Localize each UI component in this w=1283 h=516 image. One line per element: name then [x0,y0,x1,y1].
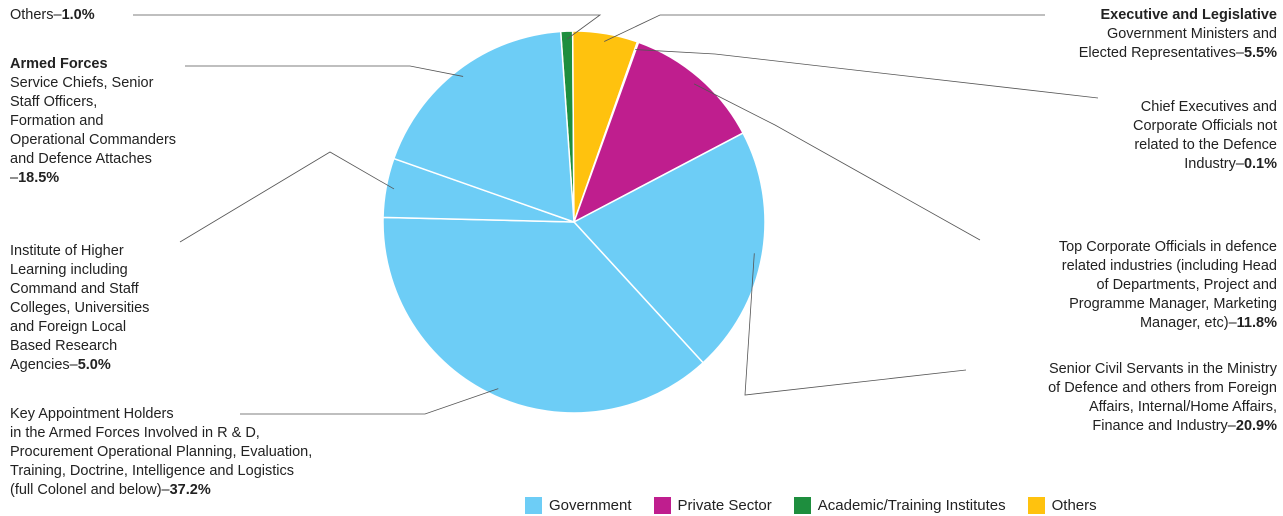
slice-label-line: –18.5% [10,170,60,186]
slice-label-line: Procurement Operational Planning, Evalua… [10,444,313,460]
slice-label-line: of Departments, Project and [1096,277,1277,293]
pie-slice [392,30,575,224]
slice-label-line: Learning including [10,262,128,278]
leader-line [133,14,602,40]
legend-item: Academic/Training Institutes [793,497,1006,514]
slice-label-line: Industry–0.1% [1184,156,1277,172]
legend-label: Government [549,497,632,514]
slice-label-line: Elected Representatives–5.5% [1078,45,1277,61]
slice-label-line: Key Appointment Holders [10,406,174,422]
slice-value: 0.1% [1243,156,1277,172]
slice-label-line: Service Chiefs, Senior [10,75,154,91]
slice-label-line: Agencies–5.0% [10,357,111,373]
legend-label: Private Sector [677,497,772,514]
pie-slice [572,132,766,364]
legend-item: Private Sector [653,497,772,514]
slice-label-line: Institute of Higher [10,243,124,259]
slice-label-line: Operational Commanders [10,132,177,148]
leader-line [693,83,981,241]
slice-label: Institute of Higher Learning including Com… [10,242,149,375]
legend-swatch [1027,497,1045,514]
leader-line [240,388,499,415]
legend: Government Private Sector Academic/Trainin… [525,497,1119,514]
slice-label: Executive and Legislative Government Mini… [1079,6,1277,63]
pie-slice [382,216,705,414]
slice-label-line: Staff Officers, [10,94,98,110]
slice-label-line: Formation and [10,113,104,129]
leader-line [604,14,1045,42]
slice-label-line: Affairs, Internal/Home Affairs, [1088,399,1277,415]
legend-label: Others [1051,497,1097,514]
slice-label-line: Government Ministers and [1106,26,1277,42]
slice-label: Others–1.0% [10,6,95,25]
leader-line [179,151,395,243]
legend-swatch [653,497,671,514]
slice-label-line: (full Colonel and below)–37.2% [10,482,211,498]
slice-label-line: Top Corporate Officials in defence [1058,239,1277,255]
slice-label-line: Others–1.0% [10,7,95,23]
slice-label-line: Manager, etc)–11.8% [1139,315,1277,331]
slice-label-line: Chief Executives and [1140,99,1277,115]
slice-label-line: Senior Civil Servants in the Ministry [1048,361,1277,377]
leader-line [635,49,1099,99]
slice-value: 5.0% [77,357,111,373]
slice-label-line: related industries (including Head [1061,258,1277,274]
slice-value: 37.2% [169,482,211,498]
slice-label-heading: Executive and Legislative [1100,7,1278,23]
legend-swatch [793,497,811,514]
slice-value: 18.5% [18,170,60,186]
slice-label-line: Based Research [10,338,118,354]
slice-label-line: Programme Manager, Marketing [1069,296,1277,312]
slice-label: Armed Forces Service Chiefs, Senior Staff … [10,55,176,188]
legend-label: Academic/Training Institutes [817,497,1006,514]
slice-value: 11.8% [1236,315,1277,331]
slice-label-line: of Defence and others from Foreign [1048,380,1277,396]
slice-label-line: Training, Doctrine, Intelligence and Log… [10,463,294,479]
slice-label: Top Corporate Officials in defence relate… [1059,238,1277,333]
slice-label-line: Colleges, Universities [10,300,150,316]
slice-value: 1.0% [61,7,95,23]
slice-label-line: and Defence Attaches [10,151,152,167]
slice-label-line: Finance and Industry–20.9% [1092,418,1277,434]
slice-label-line: and Foreign Local [10,319,127,335]
legend-item: Government [525,497,632,514]
slice-label-line: Command and Staff [10,281,139,297]
slice-value: 20.9% [1235,418,1277,434]
slice-value: 5.5% [1243,45,1277,61]
legend-item: Others [1027,497,1097,514]
slice-label-line: in the Armed Forces Involved in R & D, [10,425,260,441]
leader-line [185,65,464,77]
slice-label: Chief Executives and Corporate Officials … [1133,98,1277,174]
slice-label-line: Corporate Officials not [1133,118,1277,134]
leader-line [744,253,967,396]
slice-label-line: related to the Defence [1134,137,1277,153]
legend-swatch [525,497,542,514]
slice-label-heading: Armed Forces [10,56,108,72]
slice-label: Key Appointment Holders in the Armed Forc… [10,405,312,500]
slice-label: Senior Civil Servants in the Ministry of … [1048,360,1277,436]
